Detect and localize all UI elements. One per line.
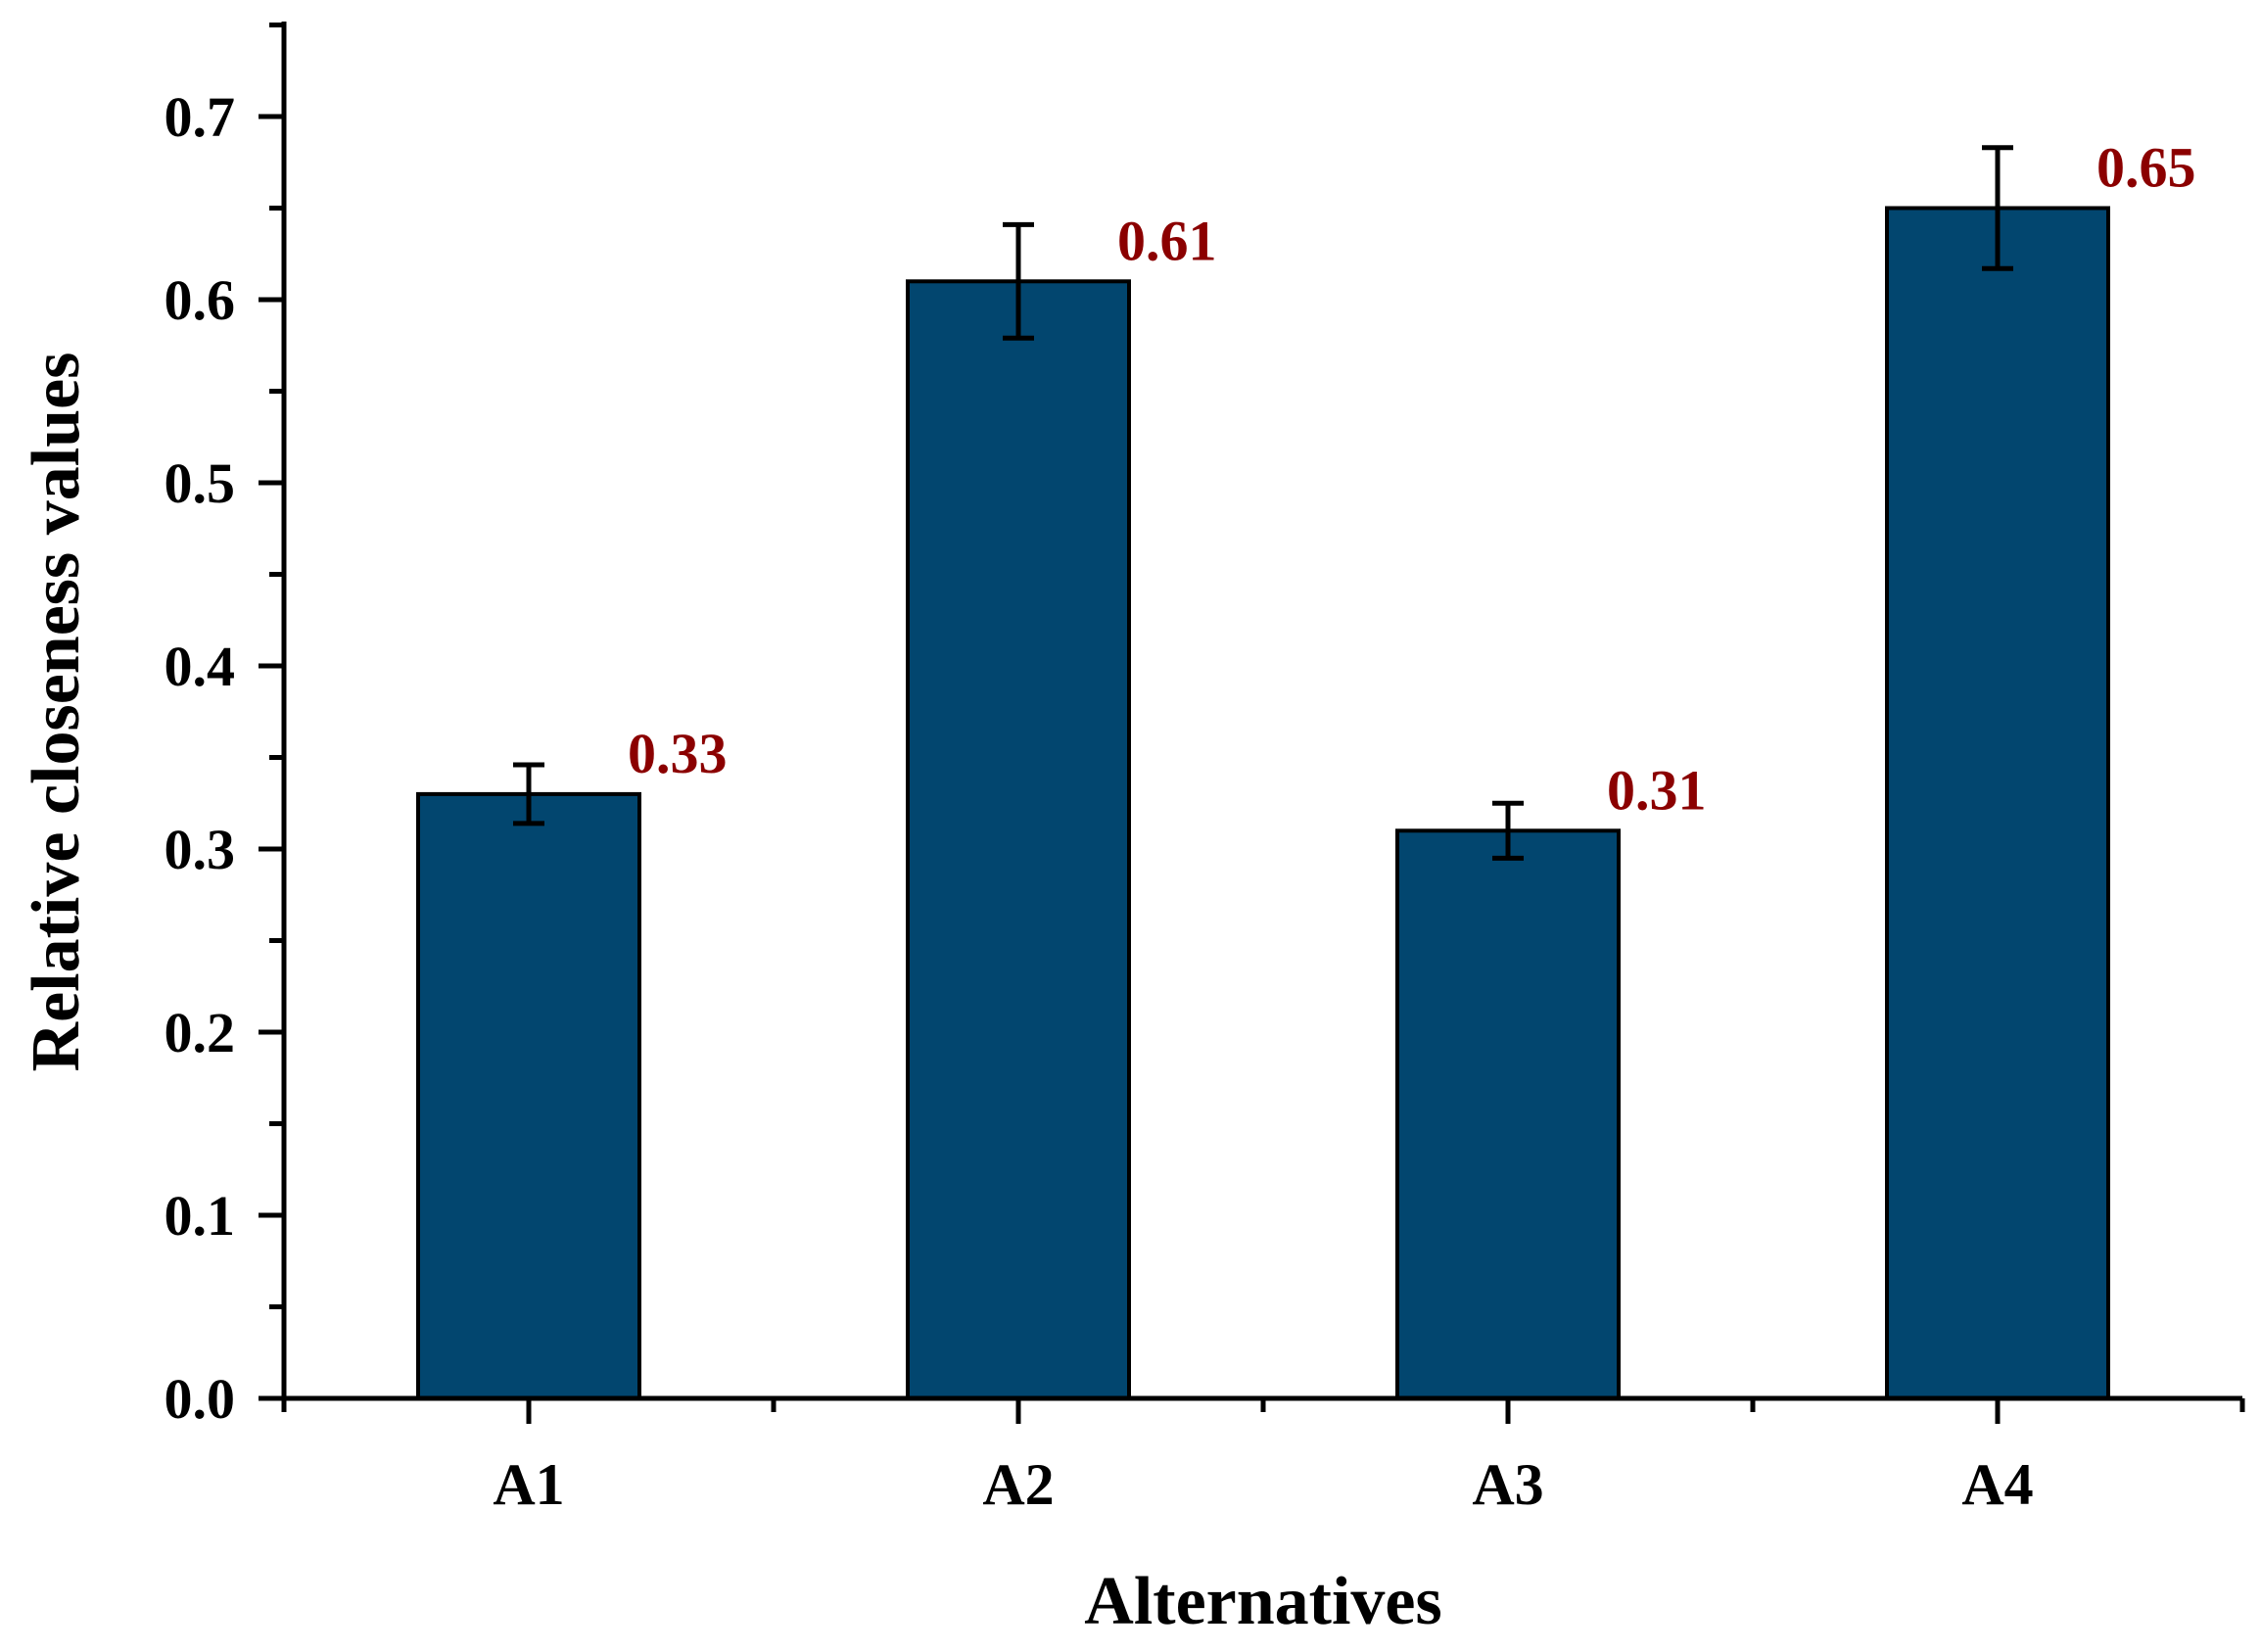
y-tick-label: 0.3 [165,818,236,881]
x-tick-label-a3: A3 [1472,1452,1543,1517]
y-axis-ticks [259,23,284,1401]
data-label-a4: 0.65 [2096,136,2196,200]
y-tick-labels: 0.0 0.1 0.2 0.3 0.4 0.5 0.6 0.7 [165,85,236,1431]
y-tick-label: 0.5 [165,451,236,515]
error-bars [513,145,2013,861]
data-label-a3: 0.31 [1607,758,1707,822]
data-labels: 0.33 0.61 0.31 0.65 [628,136,2196,823]
x-axis-ticks [281,1398,2245,1424]
data-label-a1: 0.33 [628,722,728,785]
x-tick-label-a4: A4 [1961,1452,2033,1517]
bar-a1 [416,791,641,1400]
data-label-a2: 0.61 [1117,209,1217,272]
y-tick-label: 0.2 [165,1001,236,1064]
x-tick-label-a1: A1 [493,1452,564,1517]
x-tick-labels: A1 A2 A3 A4 [493,1452,2033,1517]
y-tick-label: 0.6 [165,268,236,332]
y-tick-label: 0.0 [165,1367,236,1431]
x-tick-label-a2: A2 [982,1452,1054,1517]
y-tick-label: 0.1 [165,1184,236,1248]
y-tick-label: 0.7 [165,85,236,149]
bar-a2 [906,279,1131,1400]
x-axis-title: Alternatives [1084,1564,1441,1639]
bars [416,206,2110,1400]
bar-a4 [1885,206,2110,1400]
bar-a3 [1395,828,1621,1400]
y-tick-label: 0.4 [165,635,236,698]
y-axis-title: Relative closeness values [19,353,94,1072]
